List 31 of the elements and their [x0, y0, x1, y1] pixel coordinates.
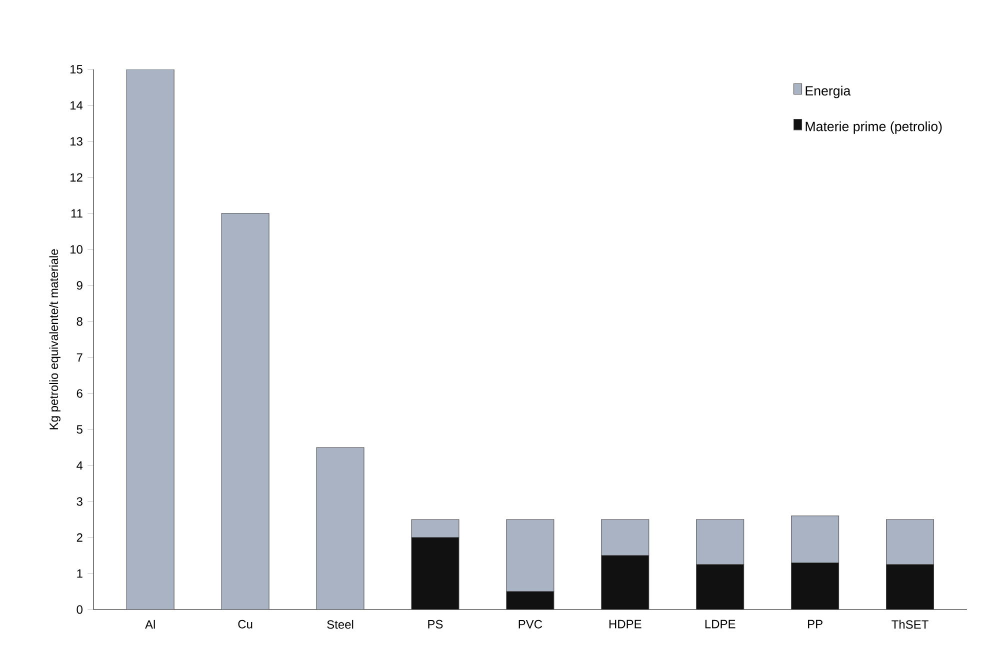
y-tick-label: 4 — [76, 462, 83, 470]
x-tick-label: Steel — [327, 620, 354, 629]
y-tick-label: 8 — [76, 317, 82, 326]
y-tick-label: 9 — [76, 281, 82, 290]
x-tick-label: LDPE — [705, 620, 736, 628]
y-tick-label: 14 — [70, 101, 83, 110]
bar — [221, 213, 270, 610]
x-tick-label: PS — [428, 620, 443, 629]
y-tick-label: 3 — [76, 497, 82, 506]
x-tick-label: PVC — [518, 620, 542, 629]
y-tick-label: 5 — [76, 426, 82, 434]
y-tick-label: 15 — [70, 65, 82, 74]
x-tick-label: PP — [808, 620, 822, 628]
y-tick-label: 7 — [76, 354, 82, 362]
y-tick-label: 11 — [71, 209, 82, 218]
y-axis-title: Kg petrolio equivalente/t materiale — [49, 249, 60, 430]
x-tick-label: HDPE — [609, 620, 642, 628]
x-tick-label: Cu — [238, 620, 252, 629]
y-tick-label: 0 — [76, 605, 82, 614]
bar — [126, 70, 174, 610]
y-tick-label: 2 — [76, 534, 82, 542]
y-tick-label: 12 — [70, 173, 82, 182]
x-tick-label: ThSET — [892, 620, 928, 629]
bar — [316, 447, 364, 610]
x-tick-label: Al — [145, 620, 155, 629]
y-tick-label: 6 — [76, 389, 82, 398]
legend-label: Materie prime (petrolio) — [806, 122, 942, 134]
y-tick-label: 13 — [70, 137, 82, 146]
legend-label: Energia — [806, 86, 851, 98]
y-tick-label: 1 — [77, 570, 82, 578]
y-tick-label: 10 — [70, 245, 82, 254]
